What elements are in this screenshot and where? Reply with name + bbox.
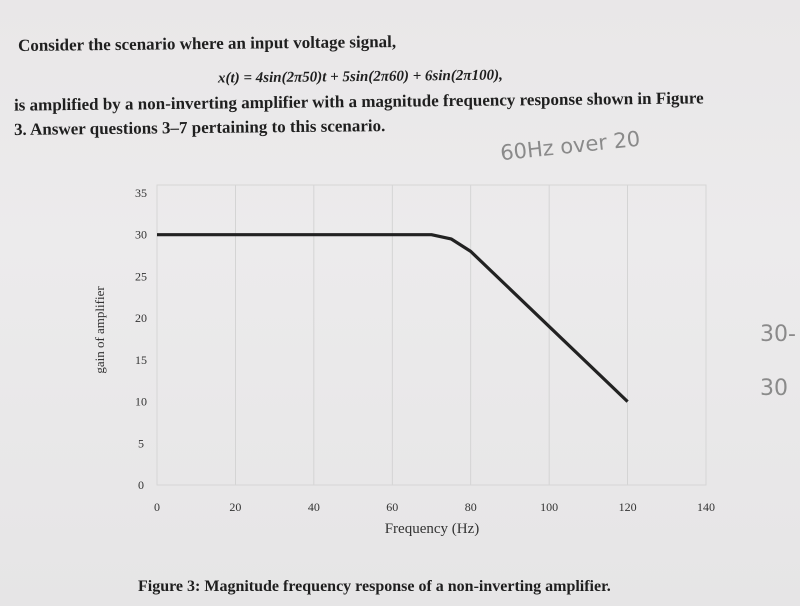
x-tick-label: 80 — [465, 500, 477, 514]
y-tick-label: 0 — [138, 478, 144, 492]
x-axis-label: Frequency (Hz) — [385, 521, 480, 537]
x-tick-label: 60 — [386, 500, 398, 514]
figure-caption: Figure 3: Magnitude frequency response o… — [138, 578, 611, 595]
plot-area-border — [156, 184, 707, 486]
y-tick-label: 5 — [138, 436, 144, 450]
plot-frame — [156, 184, 707, 486]
y-tick-label: 35 — [135, 186, 147, 200]
gain-curve — [157, 233, 629, 403]
x-tick-label: 20 — [229, 500, 241, 514]
handwritten-note-30b: 30 — [760, 376, 788, 401]
chart-grid — [156, 185, 707, 485]
y-tick-label: 15 — [135, 353, 147, 367]
handwritten-note-30a: 30- — [760, 322, 796, 347]
x-tick-label: 100 — [540, 500, 558, 514]
x-tick-label: 40 — [308, 500, 320, 514]
x-tick-label: 140 — [697, 500, 715, 514]
x-tick-labels: 0 20 40 60 80 100 120 140 — [154, 500, 715, 514]
y-tick-label: 25 — [135, 269, 147, 283]
x-tick-label: 120 — [619, 500, 637, 514]
y-tick-label: 10 — [135, 395, 147, 409]
y-tick-label: 20 — [135, 311, 147, 325]
x-tick-label: 0 — [154, 500, 160, 514]
y-tick-labels: 0 5 10 15 20 25 30 35 — [135, 186, 147, 492]
y-tick-label: 30 — [135, 228, 147, 242]
y-axis-label: gain of amplifier — [92, 286, 107, 374]
